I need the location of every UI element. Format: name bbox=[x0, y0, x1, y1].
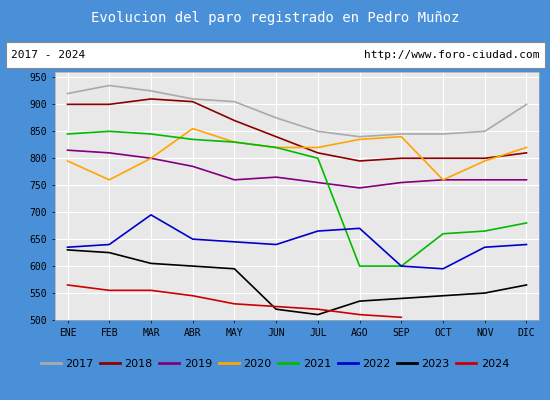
Legend: 2017, 2018, 2019, 2020, 2021, 2022, 2023, 2024: 2017, 2018, 2019, 2020, 2021, 2022, 2023… bbox=[37, 356, 513, 372]
Text: Evolucion del paro registrado en Pedro Muñoz: Evolucion del paro registrado en Pedro M… bbox=[91, 11, 459, 25]
Text: 2017 - 2024: 2017 - 2024 bbox=[11, 50, 85, 60]
Text: http://www.foro-ciudad.com: http://www.foro-ciudad.com bbox=[364, 50, 539, 60]
